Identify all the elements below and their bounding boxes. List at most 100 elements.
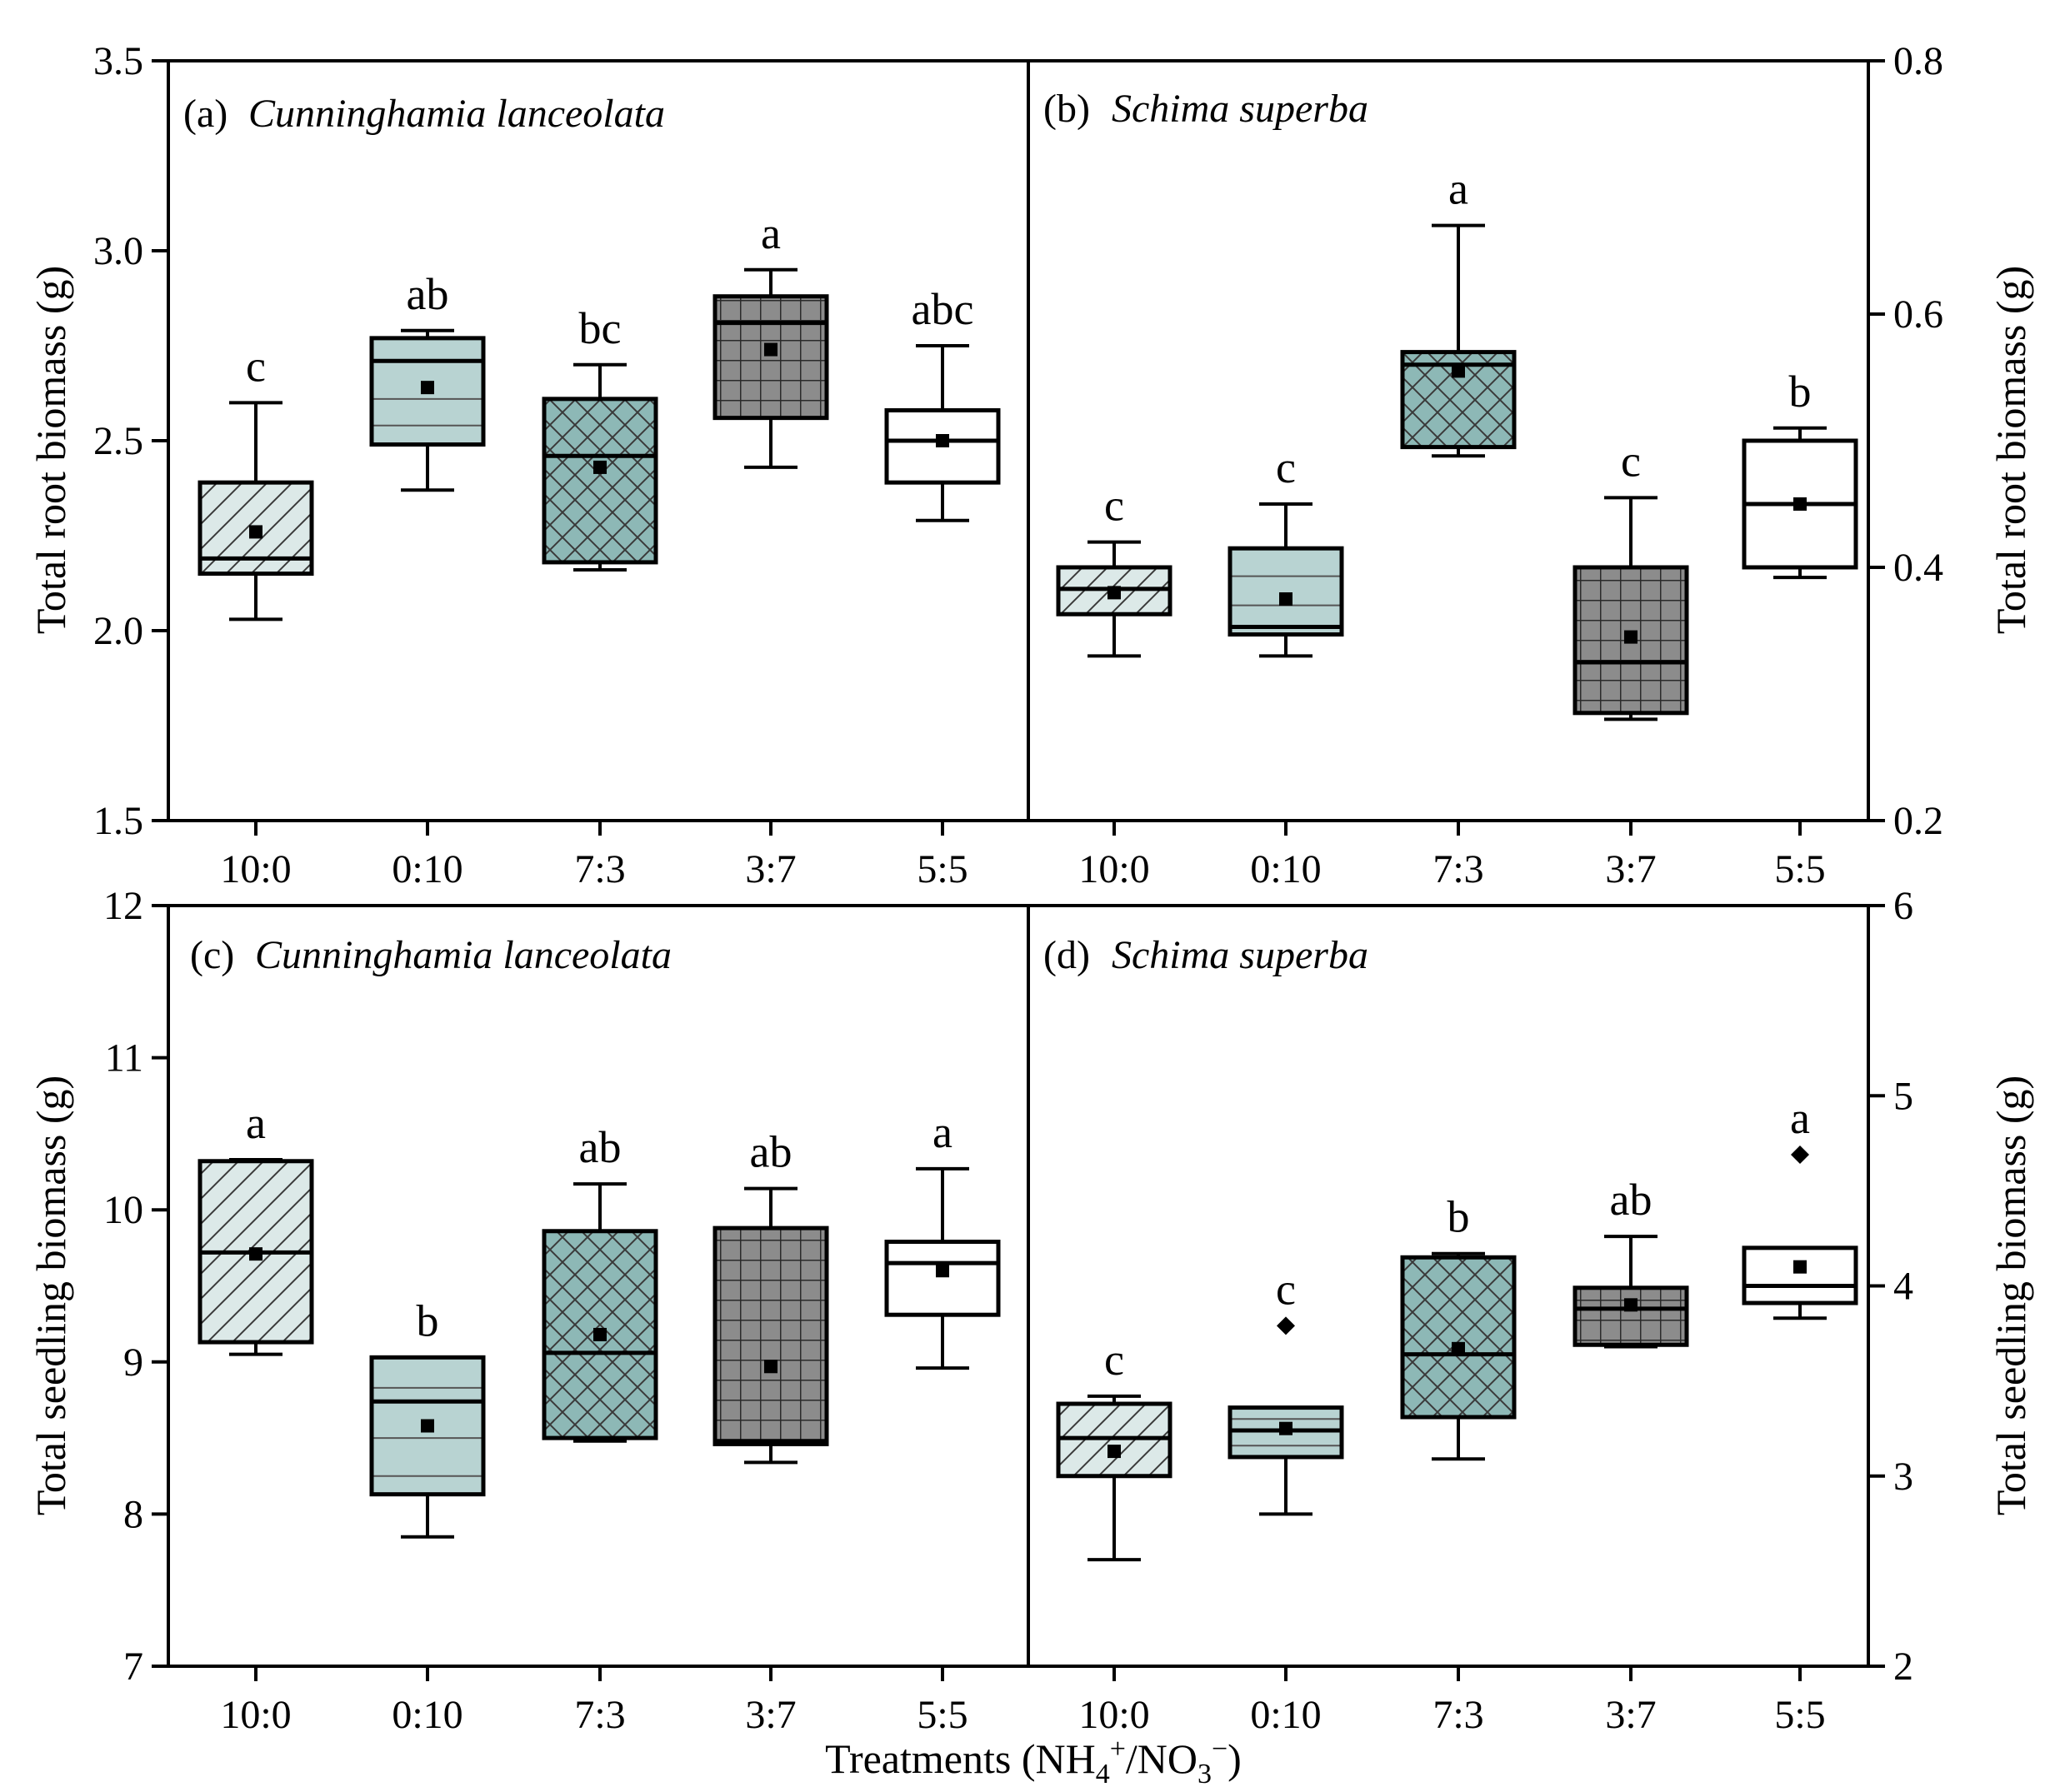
y-tick-label: 3 [1893, 1455, 1913, 1499]
y-tick-label: 5 [1893, 1074, 1913, 1118]
box-d-7-3: b [1400, 1192, 1517, 1461]
panel-d-label: (d) [1043, 933, 1090, 977]
x-axis-title: Treatments (NH4+/NO3−) [825, 1734, 1242, 1790]
x-axis-title-sub1: 4 [1096, 1759, 1110, 1790]
box-fill [887, 1241, 998, 1315]
mean-marker [1108, 1445, 1121, 1459]
box-outline [1228, 546, 1344, 637]
x-tick-label: 0:10 [392, 1693, 462, 1737]
mean-marker [936, 1264, 949, 1278]
x-tick-label: 3:7 [745, 847, 796, 891]
panel-b-plot: 0.2 0.4 0.6 0.8 10:0 0:10 7:3 3:7 5:5 c c a c b [1056, 39, 1943, 891]
significance-letter: ab [1610, 1175, 1652, 1225]
box-c-7-3: ab [542, 1122, 658, 1443]
box-c-10-0: a [198, 1098, 314, 1356]
y-tick-label: 8 [123, 1492, 143, 1536]
mean-marker [764, 342, 778, 357]
panel-a-header: (a) Cunninghamia lanceolata [183, 92, 665, 136]
box-c-5-5: a [884, 1107, 1001, 1370]
mean-marker [593, 1327, 607, 1341]
y-tick-label: 4 [1893, 1265, 1913, 1309]
box-b-0-10: c [1228, 442, 1344, 658]
mean-marker [593, 460, 607, 474]
x-tick-label: 5:5 [1774, 1693, 1825, 1737]
x-axis-title-suffix: ) [1228, 1735, 1242, 1782]
box-outline [1400, 1255, 1517, 1420]
significance-letter: ab [750, 1127, 792, 1177]
box-d-3-7: ab [1572, 1175, 1689, 1349]
significance-letter: a [932, 1107, 952, 1157]
mean-marker [1452, 1341, 1465, 1355]
panel-b-header: (b) Schima superba [1043, 87, 1368, 131]
significance-letter: c [1104, 1335, 1124, 1385]
mean-marker [936, 434, 949, 447]
box-d-0-10: c [1228, 1264, 1344, 1516]
mean-marker [1624, 1298, 1638, 1312]
box-outline [1742, 1245, 1858, 1305]
x-tick-label: 5:5 [917, 847, 968, 891]
box-c-0-10: b [369, 1295, 486, 1539]
significance-letter: b [1789, 367, 1812, 417]
x-tick-label: 7:3 [1432, 1693, 1483, 1737]
box-a-5-5: abc [884, 284, 1001, 522]
panel-a-label: (a) [183, 92, 228, 136]
mean-marker [1108, 586, 1121, 600]
mean-marker [249, 1247, 262, 1261]
box-fill [1744, 1247, 1856, 1304]
x-tick-label: 10:0 [220, 847, 291, 891]
box-b-3-7: c [1572, 436, 1689, 721]
y-tick-label: 3.0 [93, 229, 143, 273]
y-axis-title-bottom-left: Total seedling biomass (g) [28, 1076, 74, 1515]
x-tick-label: 7:3 [574, 847, 625, 891]
panel-c-label: (c) [190, 933, 234, 977]
y-tick-label: 0.2 [1893, 799, 1943, 843]
significance-letter: c [246, 341, 266, 391]
mean-marker [1793, 497, 1807, 511]
x-axis-title-sup1: + [1110, 1734, 1126, 1765]
mean-marker [249, 525, 262, 539]
box-outline [198, 480, 314, 577]
x-tick-label: 3:7 [1605, 1693, 1656, 1737]
panel-b-species: Schima superba [1112, 87, 1368, 131]
y-tick-label: 10 [103, 1188, 143, 1232]
box-hatch-grid [1575, 1287, 1687, 1345]
box-a-0-10: ab [369, 269, 486, 492]
y-axis-title-top-left: Total root biomass (g) [28, 266, 74, 634]
y-tick-label: 9 [123, 1340, 143, 1385]
box-outline [884, 1240, 1001, 1317]
mean-marker [421, 1419, 434, 1433]
box-hatch-grid [715, 1228, 827, 1445]
x-tick-label: 0:10 [1250, 1693, 1321, 1737]
x-tick-label: 3:7 [745, 1693, 796, 1737]
box-d-5-5: a [1742, 1093, 1858, 1320]
outlier-marker [1277, 1316, 1295, 1335]
mean-marker [421, 381, 434, 395]
y-tick-label: 6 [1893, 884, 1913, 928]
box-d-10-0: c [1056, 1335, 1172, 1562]
box-outline [712, 294, 829, 421]
x-axis-title-mid: /NO [1126, 1735, 1198, 1782]
y-tick-label: 3.5 [93, 39, 143, 83]
box-b-10-0: c [1056, 481, 1172, 658]
x-tick-label: 10:0 [1078, 847, 1149, 891]
panel-d-header: (d) Schima superba [1043, 933, 1368, 977]
significance-letter: c [1276, 1264, 1296, 1314]
significance-letter: c [1276, 442, 1296, 492]
x-axis-title-sup2: − [1212, 1734, 1228, 1765]
significance-letter: a [1790, 1093, 1810, 1143]
mean-marker [764, 1360, 778, 1374]
panel-a-plot: 1.5 2.0 2.5 3.0 3.5 10:0 0:10 7:3 3:7 5:5 c ab bc a ab… [93, 39, 1001, 891]
y-tick-label: 2.5 [93, 419, 143, 463]
y-tick-label: 12 [103, 884, 143, 928]
box-outline [1572, 565, 1689, 716]
y-tick-label: 1.5 [93, 799, 143, 843]
x-tick-label: 5:5 [1774, 847, 1825, 891]
significance-letter: c [1621, 436, 1641, 486]
box-hatch-cross [1402, 1257, 1514, 1417]
panel-c-header: (c) Cunninghamia lanceolata [190, 933, 672, 977]
mean-marker [1793, 1260, 1807, 1274]
y-tick-label: 7 [123, 1645, 143, 1689]
box-outline [1572, 1285, 1689, 1347]
x-tick-label: 7:3 [1432, 847, 1483, 891]
y-tick-label: 0.6 [1893, 292, 1943, 337]
